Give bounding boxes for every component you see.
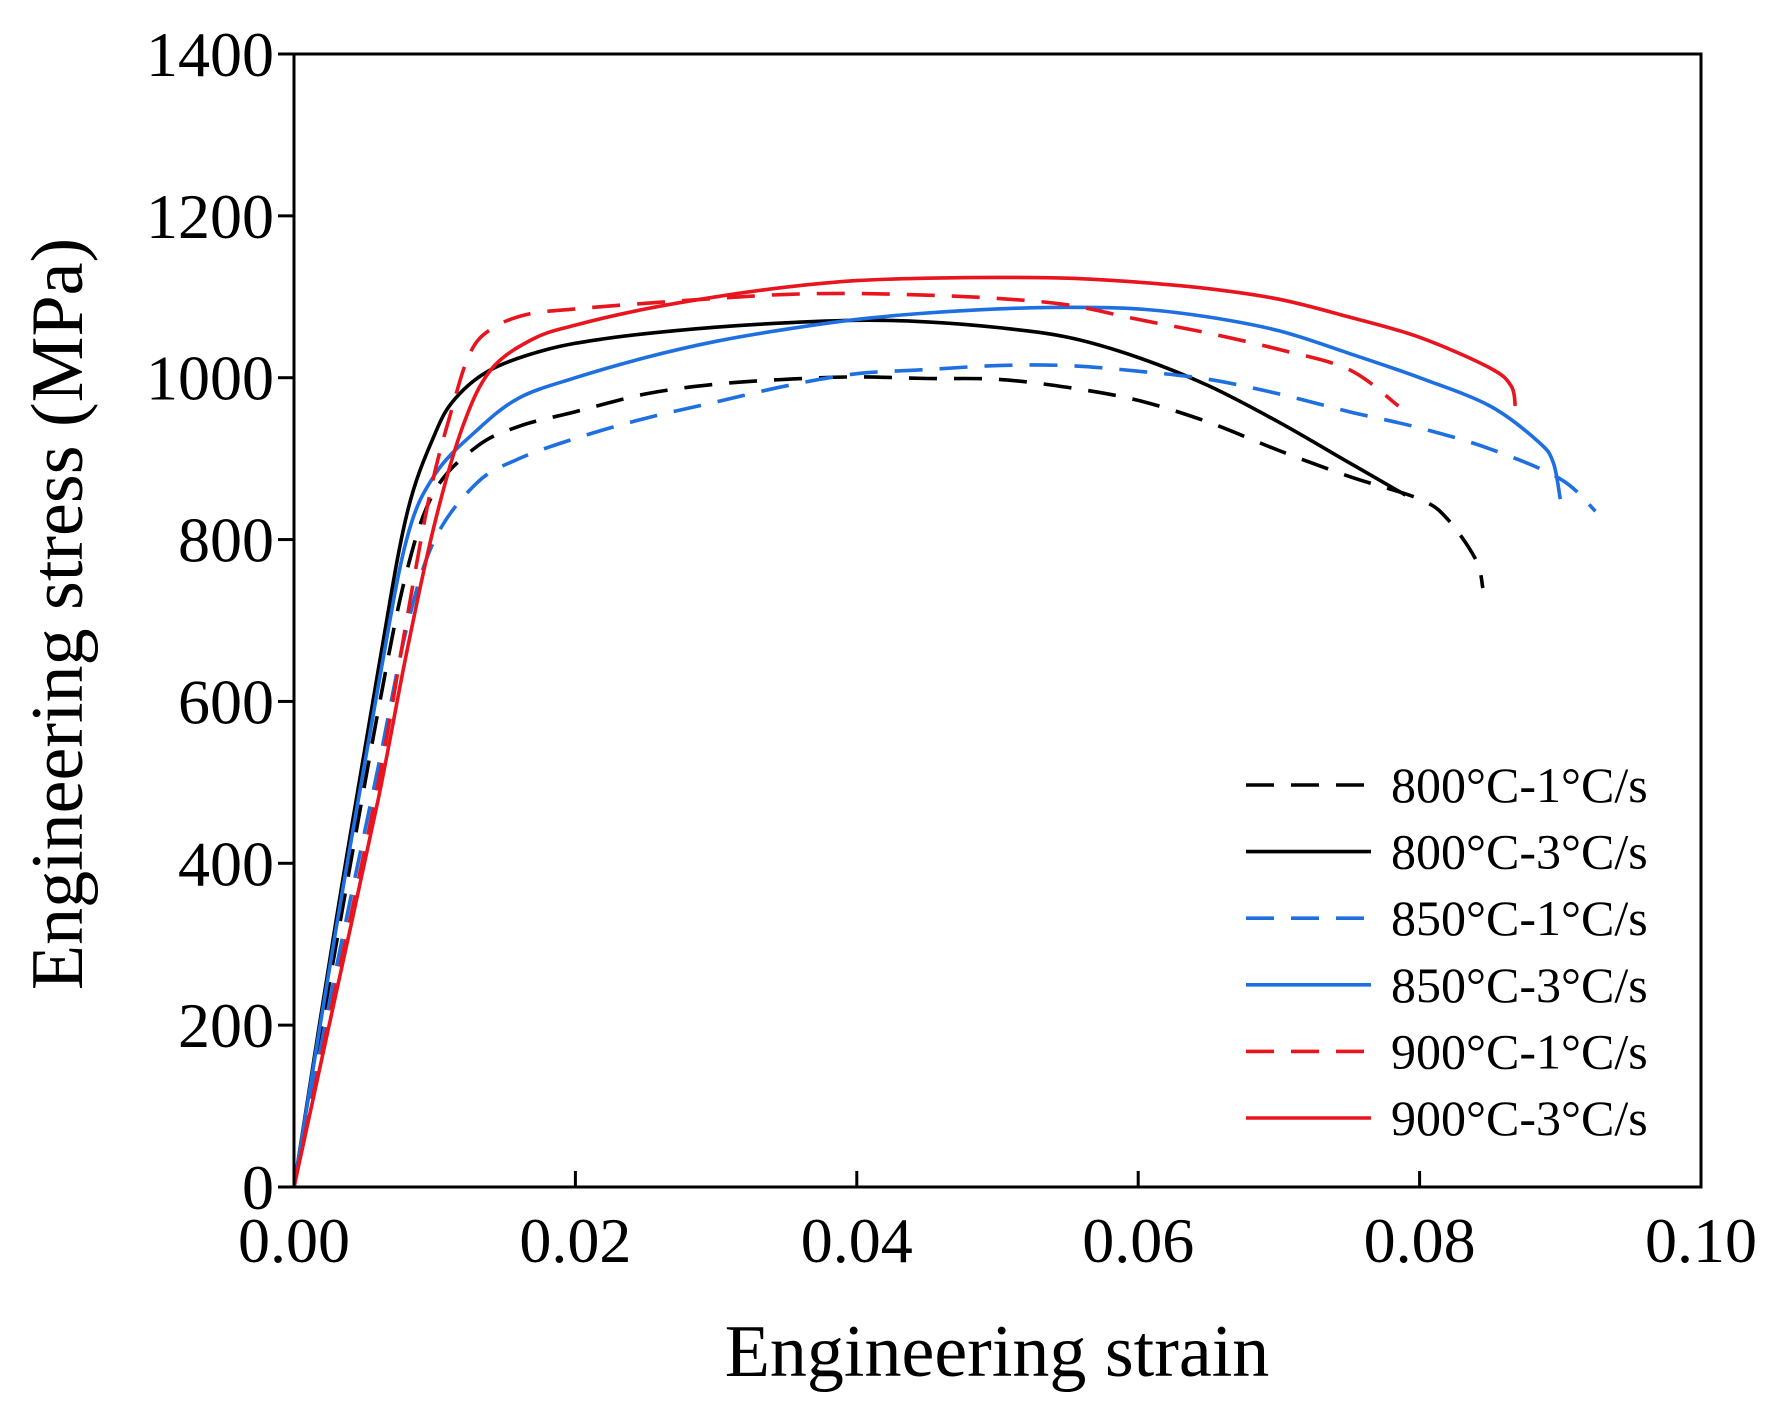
x-tick-label: 0.08: [1364, 1205, 1476, 1276]
x-tick-label: 0.06: [1082, 1205, 1194, 1276]
series-layer: [292, 275, 1597, 1188]
x-tick-label: 0.00: [238, 1205, 350, 1276]
y-tick-label: 800: [178, 505, 274, 576]
x-tick-label: 0.02: [519, 1205, 631, 1276]
legend-label: 900°C-3°C/s: [1391, 1090, 1648, 1146]
y-tick-label: 1200: [146, 181, 274, 252]
legend-label: 900°C-1°C/s: [1391, 1023, 1648, 1079]
y-tick-label: 200: [178, 990, 274, 1061]
legend-label: 800°C-1°C/s: [1391, 757, 1648, 813]
y-tick-label: 1400: [146, 19, 274, 90]
y-tick-label: 600: [178, 666, 274, 737]
series-line-800-c-1-c-s: [292, 375, 1485, 1188]
series-line-850-c-1-c-s: [292, 363, 1597, 1188]
y-tick-label: 400: [178, 828, 274, 899]
legend-label: 850°C-1°C/s: [1391, 890, 1648, 946]
y-axis-title: Engineering stress (MPa): [17, 238, 99, 990]
y-tick-label: 0: [242, 1152, 274, 1223]
series-line-900-c-1-c-s: [292, 291, 1400, 1188]
x-axis-ticks: 0.00 0.02 0.04 0.06 0.08 0.10: [238, 1171, 1757, 1276]
y-axis-ticks: 0 200 400 600 800 1000 1200 1400: [146, 19, 294, 1223]
plot-frame: [292, 52, 1703, 1189]
x-tick-label: 0.10: [1645, 1205, 1757, 1276]
x-axis-title: Engineering strain: [725, 1311, 1270, 1393]
series-line-850-c-3-c-s: [292, 305, 1563, 1188]
legend-label: 850°C-3°C/s: [1391, 957, 1648, 1013]
x-tick-label: 0.04: [801, 1205, 913, 1276]
series-line-900-c-3-c-s: [292, 275, 1518, 1188]
legend-label: 800°C-3°C/s: [1391, 824, 1648, 880]
y-tick-label: 1000: [146, 343, 274, 414]
legend: 800°C-1°C/s 800°C-3°C/s 850°C-1°C/s 850°C-3…: [1246, 757, 1648, 1146]
